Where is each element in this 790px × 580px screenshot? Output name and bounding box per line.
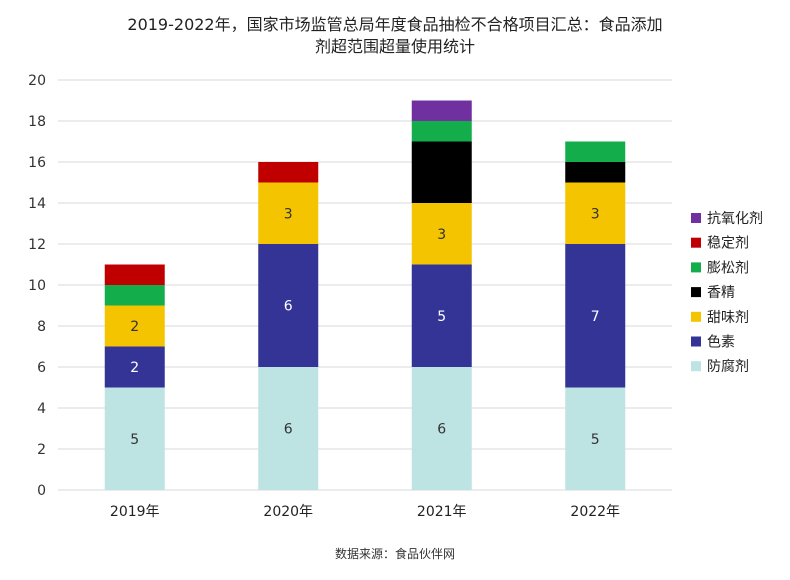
- data-label: 6: [284, 422, 293, 438]
- bar-segment-色素: [411, 264, 472, 367]
- legend-label: 香精: [707, 285, 735, 301]
- bar-segment-防腐剂: [258, 367, 319, 490]
- chart-title-line2: 剂超范围超量使用统计: [314, 37, 475, 56]
- legend-swatch: [691, 237, 701, 248]
- bar-segment-膨松剂: [411, 121, 472, 142]
- data-label: 3: [284, 206, 293, 222]
- bar-segment-稳定剂: [104, 264, 165, 285]
- data-source: 数据来源：食品伙伴网: [334, 547, 455, 561]
- bar-stacks: 5 2 2 6 6 3 6 5 3 5 7 3: [104, 100, 626, 490]
- legend-swatch: [691, 262, 701, 273]
- x-tick-label: 2019年: [110, 504, 160, 520]
- bar-segment-色素: [258, 244, 319, 367]
- legend-label: 色素: [707, 334, 735, 351]
- bar-segment-甜味剂: [104, 305, 165, 347]
- bar-segment-色素: [565, 244, 626, 388]
- bar-segment-香精: [565, 162, 626, 183]
- y-tick-label: 6: [37, 360, 46, 376]
- legend-label: 抗氧化剂: [707, 211, 763, 227]
- y-tick-label: 18: [28, 114, 46, 130]
- bar-segment-稳定剂: [258, 162, 319, 183]
- data-label: 3: [591, 206, 600, 222]
- data-label: 6: [437, 422, 446, 438]
- data-label: 5: [591, 432, 600, 448]
- bar-segment-膨松剂: [104, 285, 165, 306]
- bar-segment-甜味剂: [258, 182, 319, 244]
- x-tick-label: 2022年: [570, 504, 620, 520]
- y-tick-label: 4: [37, 401, 46, 417]
- legend-swatch: [691, 336, 701, 347]
- bar-segment-甜味剂: [411, 203, 472, 265]
- data-label: 2: [130, 360, 139, 376]
- legend-swatch: [691, 311, 701, 322]
- bar-segment-甜味剂: [565, 182, 626, 244]
- y-tick-label: 12: [28, 237, 46, 253]
- data-label: 7: [591, 309, 600, 325]
- legend-label: 甜味剂: [707, 310, 749, 326]
- legend-swatch: [691, 213, 701, 223]
- y-tick-label: 20: [28, 73, 46, 89]
- data-label: 2: [130, 319, 139, 335]
- data-label: 6: [284, 299, 293, 315]
- y-tick-label: 2: [37, 442, 46, 458]
- y-axis-ticks: 0 2 4 6 8 10 12 14 16 18 20: [28, 73, 46, 499]
- legend-swatch: [691, 287, 701, 298]
- data-label: 3: [437, 227, 446, 243]
- data-label: 5: [437, 309, 446, 325]
- bar-segment-防腐剂: [104, 387, 165, 490]
- y-tick-label: 16: [28, 155, 46, 171]
- bar-segment-膨松剂: [565, 141, 626, 162]
- bar-segment-抗氧化剂: [411, 100, 472, 121]
- y-tick-label: 10: [28, 278, 46, 294]
- legend-swatch: [691, 361, 701, 372]
- chart-title: 2019-2022年，国家市场监管总局年度食品抽检不合格项目汇总：食品添加 剂超…: [0, 14, 790, 58]
- bar-segment-防腐剂: [565, 387, 626, 490]
- legend-label: 膨松剂: [707, 259, 749, 276]
- chart-title-line1: 2019-2022年，国家市场监管总局年度食品抽检不合格项目汇总：食品添加: [127, 15, 663, 34]
- bar-segment-香精: [411, 141, 472, 203]
- bar-segment-防腐剂: [411, 367, 472, 490]
- y-tick-label: 8: [37, 319, 46, 335]
- legend-label: 稳定剂: [707, 236, 749, 252]
- x-tick-label: 2020年: [263, 504, 313, 520]
- y-tick-label: 14: [28, 196, 46, 212]
- data-label: 5: [130, 432, 139, 448]
- x-tick-label: 2021年: [417, 504, 467, 520]
- y-tick-label: 0: [37, 483, 46, 499]
- legend-label: 防腐剂: [707, 358, 749, 375]
- bar-segment-色素: [104, 346, 165, 388]
- x-axis-ticks: 2019年 2020年 2021年 2022年: [110, 504, 620, 520]
